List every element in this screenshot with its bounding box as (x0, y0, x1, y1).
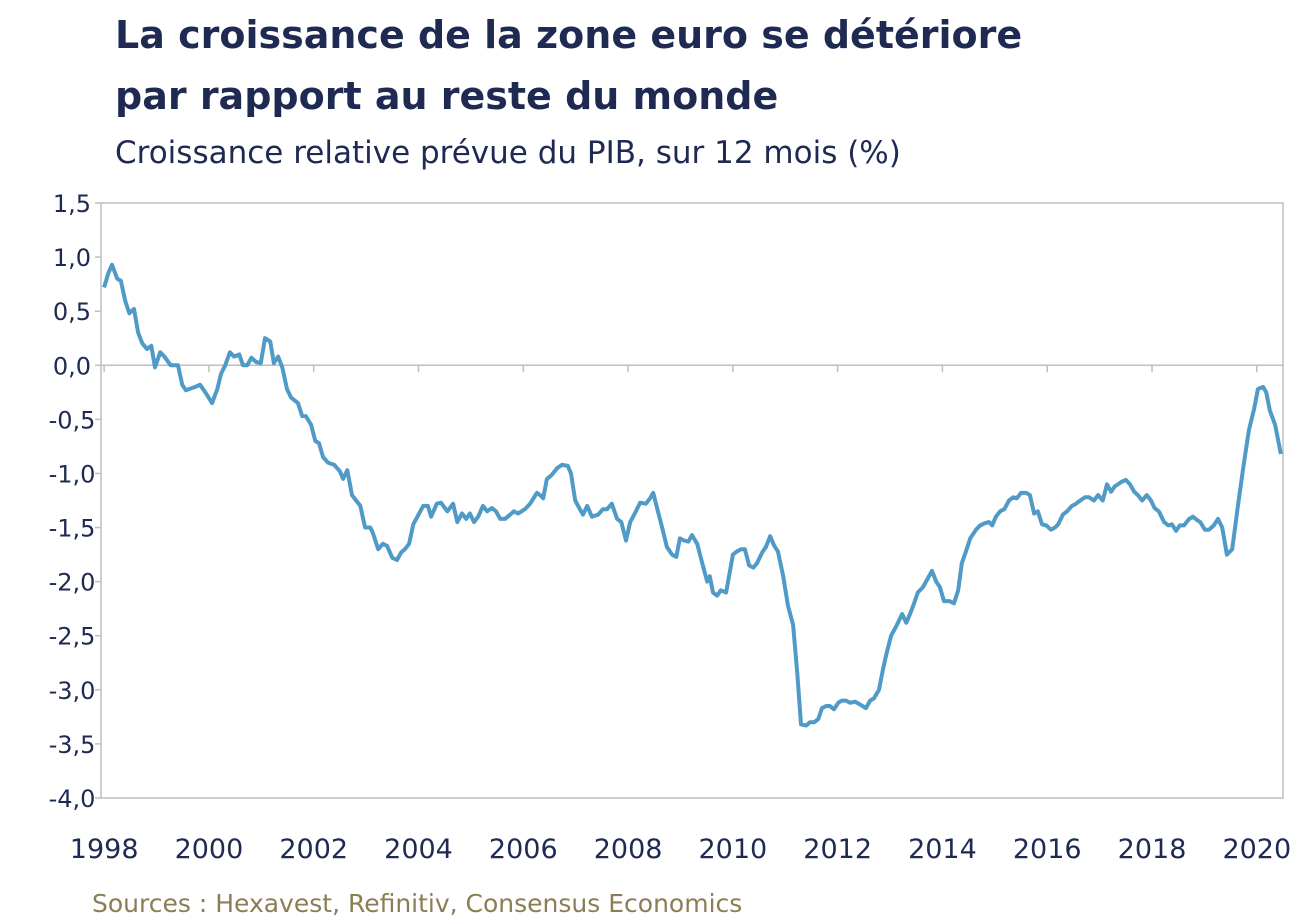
chart-title: par rapport au reste du monde (115, 74, 778, 118)
y-tick-label: -1,5 (49, 515, 96, 543)
plot-frame (100, 202, 1284, 799)
y-tick-label: 0,0 (53, 352, 91, 380)
x-tick-label: 2012 (803, 834, 872, 865)
x-tick-label: 2004 (384, 834, 453, 865)
y-tick-label: -0,5 (49, 406, 96, 434)
x-tick-label: 2008 (594, 834, 663, 865)
y-tick-label: -3,0 (49, 677, 96, 705)
x-tick-label: 1998 (70, 834, 139, 865)
x-tick-label: 2002 (279, 834, 348, 865)
y-tick-label: 1,0 (53, 244, 91, 272)
y-tick-label: 0,5 (53, 298, 91, 326)
x-tick-label: 2010 (699, 834, 768, 865)
y-tick-label: -2,5 (49, 623, 96, 651)
y-tick-label: -3,5 (49, 731, 96, 759)
y-tick-label: 1,5 (53, 190, 91, 218)
y-tick-label: -1,0 (49, 460, 96, 488)
x-tick-label: 2014 (908, 834, 977, 865)
data-line (102, 262, 1283, 728)
y-tick-label: -4,0 (49, 785, 96, 813)
x-tick-label: 2018 (1118, 834, 1187, 865)
source-note: Sources : Hexavest, Refinitiv, Consensus… (92, 889, 742, 918)
x-tick-label: 2020 (1222, 834, 1291, 865)
x-tick-label: 2016 (1013, 834, 1082, 865)
chart-title: La croissance de la zone euro se détério… (115, 13, 1022, 57)
x-tick-label: 2000 (175, 834, 244, 865)
y-tick-label: -2,0 (49, 569, 96, 597)
chart-subtitle: Croissance relative prévue du PIB, sur 1… (115, 135, 901, 171)
x-tick-label: 2006 (489, 834, 558, 865)
